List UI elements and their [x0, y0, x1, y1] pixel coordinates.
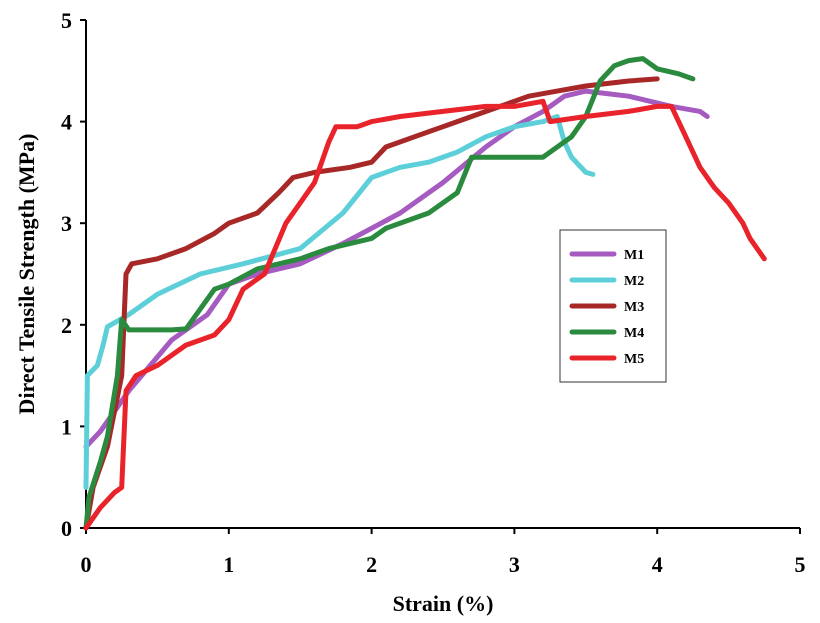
legend-label-m2: M2: [624, 274, 644, 289]
x-ticks: 0 1 2 3 4 5: [81, 528, 806, 577]
x-tick-label: 5: [795, 552, 806, 577]
y-tick-label: 1: [61, 414, 72, 439]
x-tick-label: 2: [366, 552, 377, 577]
y-ticks: 0 1 2 3 4 5: [61, 8, 86, 541]
axes: 0 1 2 3 4 5 0 1 2 3 4 5: [61, 8, 806, 577]
series-line-m3: [83, 76, 660, 531]
series-layer: [83, 56, 767, 531]
y-tick-label: 0: [61, 516, 72, 541]
legend-label-m3: M3: [624, 300, 644, 315]
legend-label-m5: M5: [624, 352, 644, 367]
series-line-m4: [83, 56, 696, 531]
x-tick-label: 1: [223, 552, 234, 577]
y-tick-label: 5: [61, 8, 72, 33]
legend: M1 M2 M3 M4 M5: [559, 229, 667, 383]
series-line-m2: [83, 114, 596, 490]
y-tick-label: 4: [61, 110, 72, 135]
x-tick-label: 3: [509, 552, 520, 577]
x-tick-label: 4: [652, 552, 663, 577]
y-tick-label: 3: [61, 211, 72, 236]
y-axis-title: Direct Tensile Strength (MPa): [14, 134, 39, 415]
series-line-m5: [83, 98, 767, 531]
x-tick-label: 0: [81, 552, 92, 577]
legend-label-m4: M4: [624, 326, 644, 341]
x-axis-title: Strain (%): [393, 591, 494, 616]
legend-label-m1: M1: [624, 248, 644, 263]
y-tick-label: 2: [61, 313, 72, 338]
